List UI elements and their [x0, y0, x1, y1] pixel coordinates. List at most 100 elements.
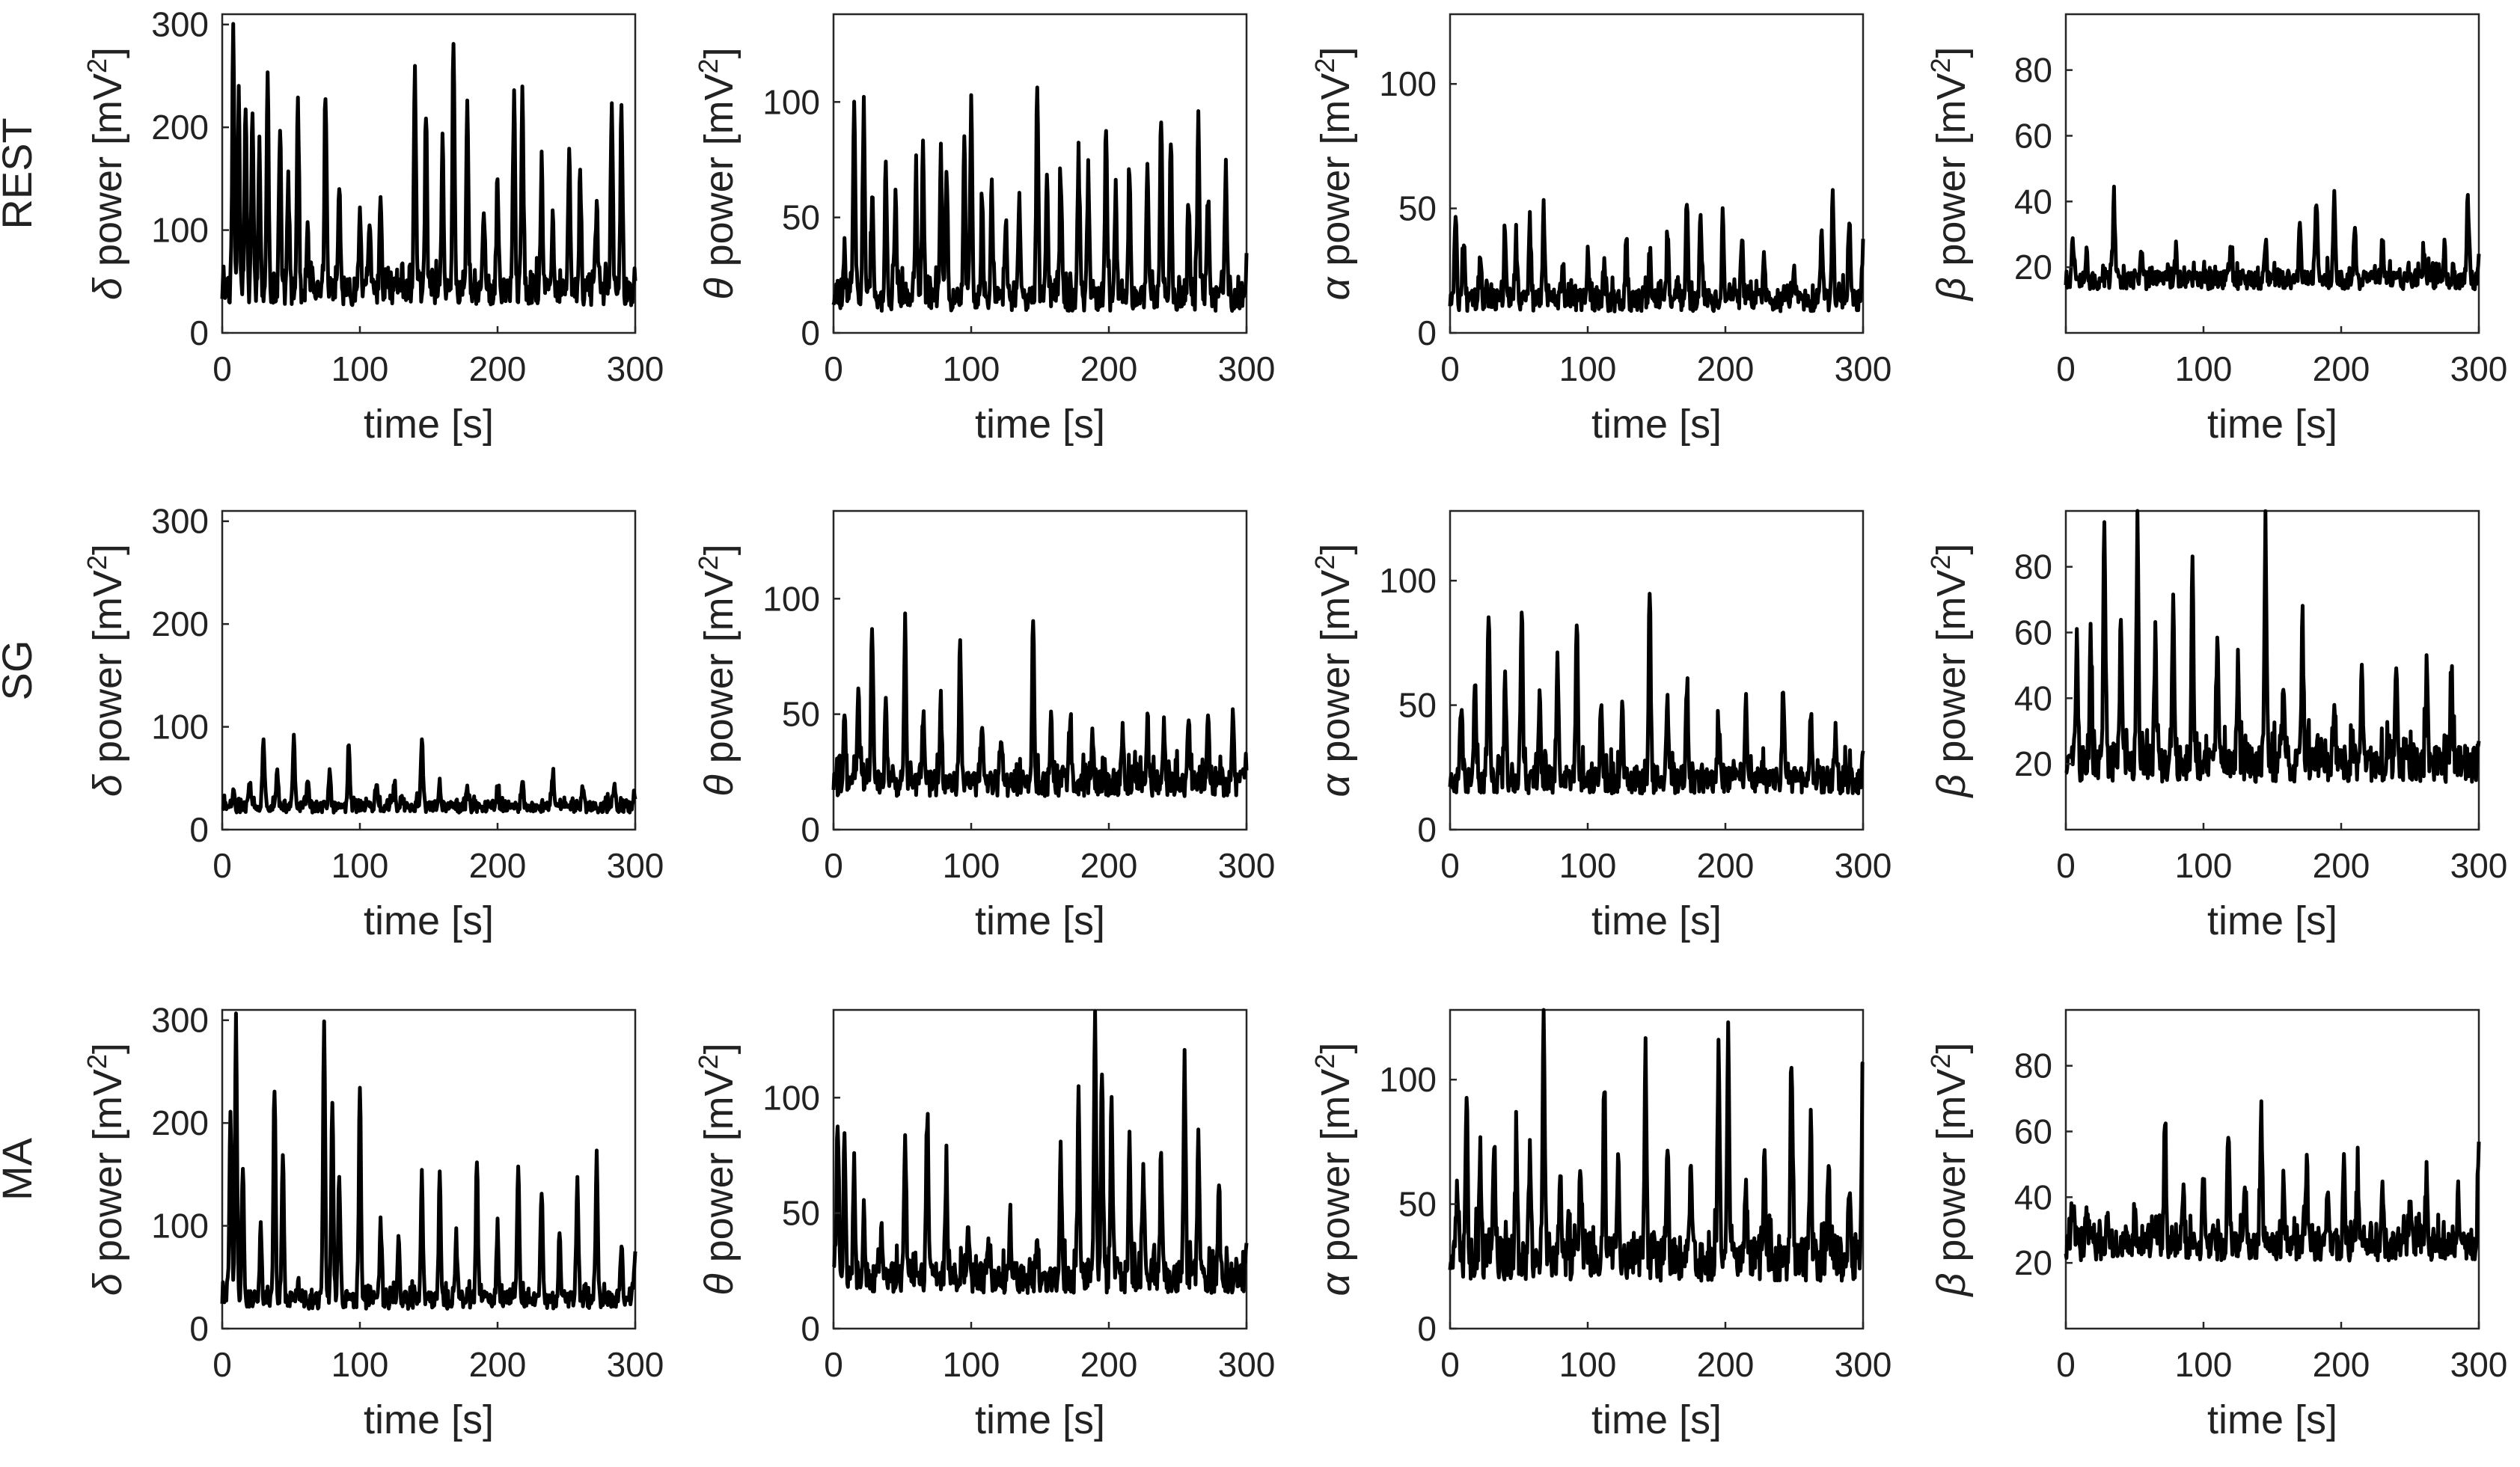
x-tick-label: 200: [1697, 1345, 1755, 1384]
x-axis-label: time [s]: [1591, 1397, 1722, 1442]
x-tick-label: 100: [943, 349, 1000, 388]
y-label-text: power [mV: [1929, 1069, 1974, 1273]
y-tick-label: 80: [2014, 548, 2052, 587]
y-axis-label: β power [mV2]: [1925, 544, 1974, 799]
band-symbol: θ: [697, 774, 741, 796]
x-tick-label: 0: [2056, 349, 2076, 388]
y-label-superscript: 2: [693, 1054, 724, 1069]
panel-ma-1: 0 100 200 300 0 50 100 time [s] θ power [mV2]: [693, 1008, 1276, 1442]
y-label-superscript: 2: [1309, 58, 1340, 73]
y-tick-label: 50: [1398, 1185, 1437, 1224]
y-tick-label: 50: [1398, 189, 1437, 228]
plot-frame: [2064, 1008, 2480, 1330]
x-tick-label: 200: [469, 846, 527, 885]
y-tick-label: 100: [1379, 64, 1437, 103]
y-label-text: power [mV: [1313, 73, 1358, 278]
y-label-text: power [mV: [697, 570, 741, 774]
series-line-sg-2: [1448, 592, 1865, 796]
band-symbol: δ: [85, 277, 130, 300]
x-axis-label: time [s]: [2207, 1397, 2337, 1442]
y-label-superscript: 2: [82, 555, 112, 570]
band-symbol: α: [1313, 1271, 1358, 1296]
y-label-close: ]: [1929, 544, 1974, 555]
panel-ma-3: 0 100 200 300 20 40 60 80 time [s] β power [mV2]: [1925, 1008, 2507, 1442]
series-line-sg-1: [831, 611, 1249, 798]
x-tick-label: 300: [1218, 349, 1276, 388]
band-symbol: θ: [697, 278, 741, 299]
plot-frame: [221, 1008, 637, 1330]
y-tick-label: 0: [801, 313, 820, 352]
y-tick-label: 100: [1379, 561, 1437, 600]
series-line-rest-0: [220, 22, 637, 307]
y-label-close: ]: [85, 544, 130, 555]
x-tick-label: 0: [2056, 846, 2076, 885]
x-tick-label: 0: [212, 846, 232, 885]
x-tick-label: 300: [1835, 846, 1892, 885]
y-label-superscript: 2: [693, 555, 724, 570]
x-tick-label: 300: [2450, 349, 2508, 388]
x-tick-label: 200: [469, 1345, 527, 1384]
y-tick-label: 100: [762, 579, 820, 618]
series-line-rest-2: [1448, 188, 1865, 313]
y-label-text: power [mV: [1313, 570, 1358, 774]
y-tick-label: 60: [2014, 1112, 2052, 1151]
y-tick-label: 200: [151, 108, 209, 147]
series-line-rest-3: [2064, 184, 2481, 292]
y-label-superscript: 2: [1925, 1054, 1956, 1069]
y-tick-label: 60: [2014, 613, 2052, 652]
y-label-superscript: 2: [1309, 555, 1340, 570]
x-tick-label: 100: [331, 846, 389, 885]
x-axis-label: time [s]: [2207, 898, 2337, 943]
x-tick-label: 100: [1559, 1345, 1617, 1384]
y-label-superscript: 2: [82, 1054, 112, 1069]
x-tick-label: 100: [2175, 1345, 2233, 1384]
y-tick-label: 0: [1417, 313, 1437, 352]
series-line-rest-1: [831, 85, 1249, 313]
y-tick-label: 0: [1417, 1309, 1437, 1348]
x-tick-label: 200: [2313, 1345, 2370, 1384]
x-tick-label: 100: [2175, 846, 2233, 885]
x-axis-label: time [s]: [2207, 402, 2337, 447]
y-tick-label: 100: [762, 1078, 820, 1117]
x-tick-label: 300: [1835, 1345, 1892, 1384]
y-tick-label: 20: [2014, 1243, 2052, 1282]
plot-frame: [221, 509, 637, 831]
y-tick-label: 40: [2014, 1177, 2052, 1216]
y-tick-label: 0: [189, 810, 209, 849]
y-label-close: ]: [697, 544, 741, 555]
x-tick-label: 300: [607, 349, 664, 388]
x-axis-label: time [s]: [364, 1397, 494, 1442]
y-tick-label: 40: [2014, 182, 2052, 221]
y-tick-label: 60: [2014, 116, 2052, 155]
series-line-sg-0: [221, 732, 637, 815]
y-label-close: ]: [1313, 544, 1358, 555]
x-tick-label: 0: [824, 1345, 843, 1384]
series-line-ma-3: [2064, 1099, 2481, 1263]
panel-rest-0: 0 100 200 300 0 100 200 300 time [s] δ power [mV2…: [82, 5, 664, 447]
band-symbol: δ: [85, 774, 130, 797]
series-line-ma-1: [831, 1009, 1249, 1295]
series-line-sg-3: [2064, 509, 2481, 784]
y-axis-label: δ power [mV2]: [82, 544, 130, 797]
row-label-rest: REST: [0, 117, 40, 229]
x-tick-label: 100: [331, 1345, 389, 1384]
y-axis-label: α power [mV2]: [1309, 544, 1358, 797]
panel-rest-3: 0 100 200 300 20 40 60 80 time [s] β power [mV2]: [1925, 13, 2508, 447]
x-tick-label: 100: [943, 846, 1000, 885]
y-label-text: power [mV: [85, 570, 130, 774]
y-axis-label: δ power [mV2]: [82, 47, 130, 300]
panel-rest-1: 0 100 200 300 0 50 100 time [s] θ power [mV2]: [693, 13, 1276, 447]
x-tick-label: 300: [607, 1345, 664, 1384]
y-axis-label: β power [mV2]: [1925, 1043, 1974, 1298]
row-label-sg: SG: [0, 640, 40, 701]
row-label-ma: MA: [0, 1137, 40, 1201]
x-tick-label: 300: [1218, 1345, 1276, 1384]
x-tick-label: 0: [824, 349, 843, 388]
y-tick-label: 100: [151, 708, 209, 747]
panel-rest-2: 0 100 200 300 0 50 100 time [s] α power [mV2]: [1309, 13, 1891, 447]
y-axis-label: θ power [mV2]: [693, 1043, 741, 1295]
band-symbol: α: [1313, 772, 1358, 797]
band-symbol: β: [1929, 774, 1974, 799]
y-axis-label: β power [mV2]: [1925, 47, 1974, 302]
panel-ma-2: 0 100 200 300 0 50 100 time [s] α power [mV2]: [1309, 1008, 1892, 1442]
